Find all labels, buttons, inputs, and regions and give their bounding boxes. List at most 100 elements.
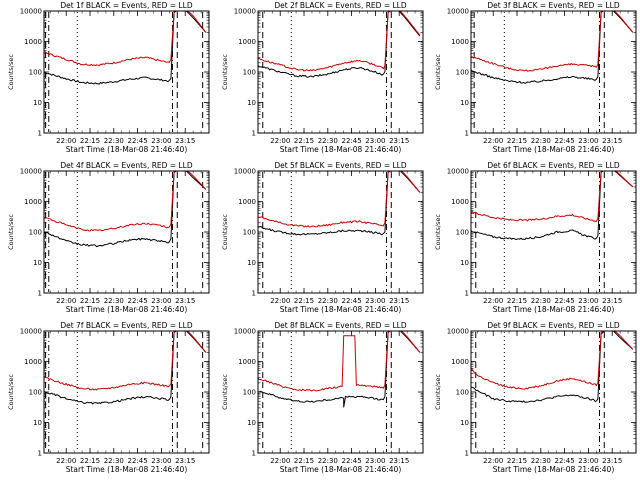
x-tick-label: 23:00 xyxy=(365,457,385,465)
x-tick-label: 23:00 xyxy=(365,297,385,305)
plot-frame xyxy=(257,170,424,294)
x-tick-label: 22:30 xyxy=(531,137,551,145)
x-tick-label: 22:30 xyxy=(104,297,124,305)
chart-title: Det 6f BLACK = Events, RED = LLD xyxy=(487,161,620,170)
series-lld-line xyxy=(470,170,634,223)
chart-panel-5: Det 5f BLACK = Events, RED = LLD Counts/s… xyxy=(221,161,424,314)
x-tick-label: 23:00 xyxy=(151,457,171,465)
series-events-line xyxy=(43,10,207,85)
series-lld-line xyxy=(470,10,634,72)
y-tick-label: 1 xyxy=(252,450,256,458)
x-tick-label: 22:45 xyxy=(342,297,362,305)
plot-frame xyxy=(43,10,210,134)
y-tick-label: 10 xyxy=(33,419,42,427)
y-tick-label: 1 xyxy=(465,290,469,298)
series-lld-line xyxy=(43,10,207,67)
y-axis-label: Counts/sec xyxy=(221,54,229,90)
x-tick-label: 22:45 xyxy=(128,297,148,305)
y-tick-label: 1000 xyxy=(24,198,42,206)
x-tick-label: 22:00 xyxy=(56,297,76,305)
plot-frame xyxy=(257,10,424,134)
y-tick-label: 1000 xyxy=(451,358,469,366)
y-tick-label: 10 xyxy=(247,99,256,107)
x-axis-label: Start Time (18-Mar-08 21:46:40) xyxy=(493,145,615,154)
x-tick-label: 22:30 xyxy=(318,297,338,305)
chart-panel-4: Det 4f BLACK = Events, RED = LLD Counts/s… xyxy=(7,161,210,314)
x-tick-label: 23:00 xyxy=(578,457,598,465)
series-lld-line xyxy=(43,170,207,232)
x-tick-label: 22:30 xyxy=(318,457,338,465)
y-tick-label: 1 xyxy=(465,130,469,138)
y-tick-label: 10 xyxy=(460,419,469,427)
series-events-line xyxy=(257,170,421,236)
x-axis-label: Start Time (18-Mar-08 21:46:40) xyxy=(493,465,615,474)
y-axis-label: Counts/sec xyxy=(434,54,442,90)
plot-frame xyxy=(470,170,637,294)
y-tick-label: 10000 xyxy=(234,8,256,16)
y-tick-label: 1000 xyxy=(451,38,469,46)
y-axis-label: Counts/sec xyxy=(434,214,442,250)
y-tick-label: 10 xyxy=(33,99,42,107)
x-tick-label: 23:15 xyxy=(602,457,622,465)
series-events-line xyxy=(470,330,634,403)
y-tick-label: 10 xyxy=(33,259,42,267)
x-tick-label: 22:30 xyxy=(104,137,124,145)
x-tick-label: 23:15 xyxy=(389,297,409,305)
x-axis-label: Start Time (18-Mar-08 21:46:40) xyxy=(280,145,402,154)
y-tick-label: 10000 xyxy=(234,168,256,176)
x-tick-label: 22:15 xyxy=(80,457,100,465)
x-tick-label: 22:30 xyxy=(531,297,551,305)
y-tick-label: 100 xyxy=(456,229,469,237)
x-tick-label: 22:45 xyxy=(342,137,362,145)
y-tick-label: 100 xyxy=(29,229,42,237)
chart-title: Det 9f BLACK = Events, RED = LLD xyxy=(487,321,620,330)
y-tick-label: 100 xyxy=(29,69,42,77)
y-tick-label: 100 xyxy=(243,69,256,77)
x-axis-label: Start Time (18-Mar-08 21:46:40) xyxy=(66,145,188,154)
y-tick-label: 10 xyxy=(247,419,256,427)
series-lld-line xyxy=(257,170,421,228)
x-tick-label: 23:00 xyxy=(365,137,385,145)
x-tick-label: 22:00 xyxy=(56,457,76,465)
chart-title: Det 4f BLACK = Events, RED = LLD xyxy=(60,161,193,170)
x-tick-label: 22:00 xyxy=(483,137,503,145)
x-tick-label: 22:45 xyxy=(555,137,575,145)
y-tick-label: 100 xyxy=(29,389,42,397)
x-tick-label: 23:00 xyxy=(578,297,598,305)
x-tick-label: 22:15 xyxy=(294,137,314,145)
plot-frame xyxy=(470,10,637,134)
y-tick-label: 1000 xyxy=(238,358,256,366)
x-tick-label: 22:00 xyxy=(483,297,503,305)
y-tick-label: 1000 xyxy=(451,198,469,206)
chart-title: Det 3f BLACK = Events, RED = LLD xyxy=(487,1,620,10)
plot-frame xyxy=(43,170,210,294)
chart-title: Det 8f BLACK = Events, RED = LLD xyxy=(274,321,407,330)
plot-frame xyxy=(470,330,637,454)
chart-panel-2: Det 2f BLACK = Events, RED = LLD Counts/s… xyxy=(221,1,424,154)
y-tick-label: 1 xyxy=(38,290,42,298)
y-axis-label: Counts/sec xyxy=(221,374,229,410)
chart-title: Det 5f BLACK = Events, RED = LLD xyxy=(274,161,407,170)
x-tick-label: 22:30 xyxy=(531,457,551,465)
x-tick-label: 22:00 xyxy=(270,137,290,145)
x-tick-label: 23:00 xyxy=(578,137,598,145)
y-tick-label: 1 xyxy=(465,450,469,458)
x-tick-label: 22:15 xyxy=(507,137,527,145)
series-lld-line xyxy=(43,330,207,391)
y-tick-label: 10000 xyxy=(20,8,42,16)
x-tick-label: 22:30 xyxy=(104,457,124,465)
y-axis-label: Counts/sec xyxy=(7,54,15,90)
x-tick-label: 23:15 xyxy=(602,137,622,145)
chart-panel-7: Det 7f BLACK = Events, RED = LLD Counts/s… xyxy=(7,321,210,474)
chart-title: Det 2f BLACK = Events, RED = LLD xyxy=(274,1,407,10)
x-tick-label: 22:45 xyxy=(555,457,575,465)
x-tick-label: 22:00 xyxy=(483,457,503,465)
x-tick-label: 23:15 xyxy=(389,457,409,465)
series-events-line xyxy=(257,330,421,408)
y-axis-label: Counts/sec xyxy=(221,214,229,250)
series-events-line xyxy=(257,10,421,78)
x-tick-label: 22:00 xyxy=(270,457,290,465)
x-tick-label: 23:15 xyxy=(389,137,409,145)
y-tick-label: 100 xyxy=(456,389,469,397)
